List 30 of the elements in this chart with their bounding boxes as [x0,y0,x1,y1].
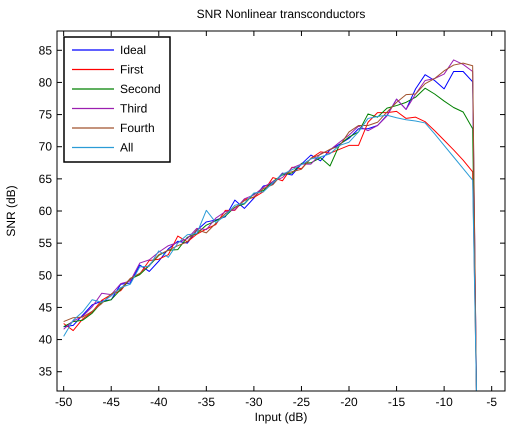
y-tick-label: 55 [38,236,52,250]
y-tick-label: 65 [38,172,52,186]
x-tick-label: -10 [435,395,454,409]
y-tick-label: 70 [38,140,52,154]
x-tick-label: -5 [486,395,498,409]
legend-label: First [120,62,144,76]
legend-label: Third [120,102,148,116]
legend-label: Second [120,82,161,96]
x-tick-label: -35 [198,395,216,409]
x-tick-label: -40 [150,395,168,409]
y-tick-label: 40 [38,332,52,347]
legend-label: Fourth [120,121,155,135]
legend-label: All [120,140,134,154]
y-tick-label: 50 [38,268,52,282]
y-axis-title: SNR (dB) [4,185,18,237]
x-tick-label: -25 [292,395,310,409]
chart-title: SNR Nonlinear transconductors [196,7,366,21]
x-tick-label: -50 [54,395,73,409]
y-tick-label: 60 [38,204,52,218]
x-tick-label: -20 [340,395,358,409]
x-tick-label: -15 [388,395,406,409]
x-tick-label: -30 [245,395,263,409]
y-tick-label: 35 [38,364,52,379]
y-tick-label: 45 [38,300,52,314]
y-tick-label: 85 [38,43,52,58]
x-axis-title: Input (dB) [254,410,308,424]
y-tick-label: 75 [38,108,52,122]
x-tick-label: -45 [102,395,120,409]
legend-label: Ideal [120,43,146,57]
y-tick-label: 80 [38,75,52,90]
